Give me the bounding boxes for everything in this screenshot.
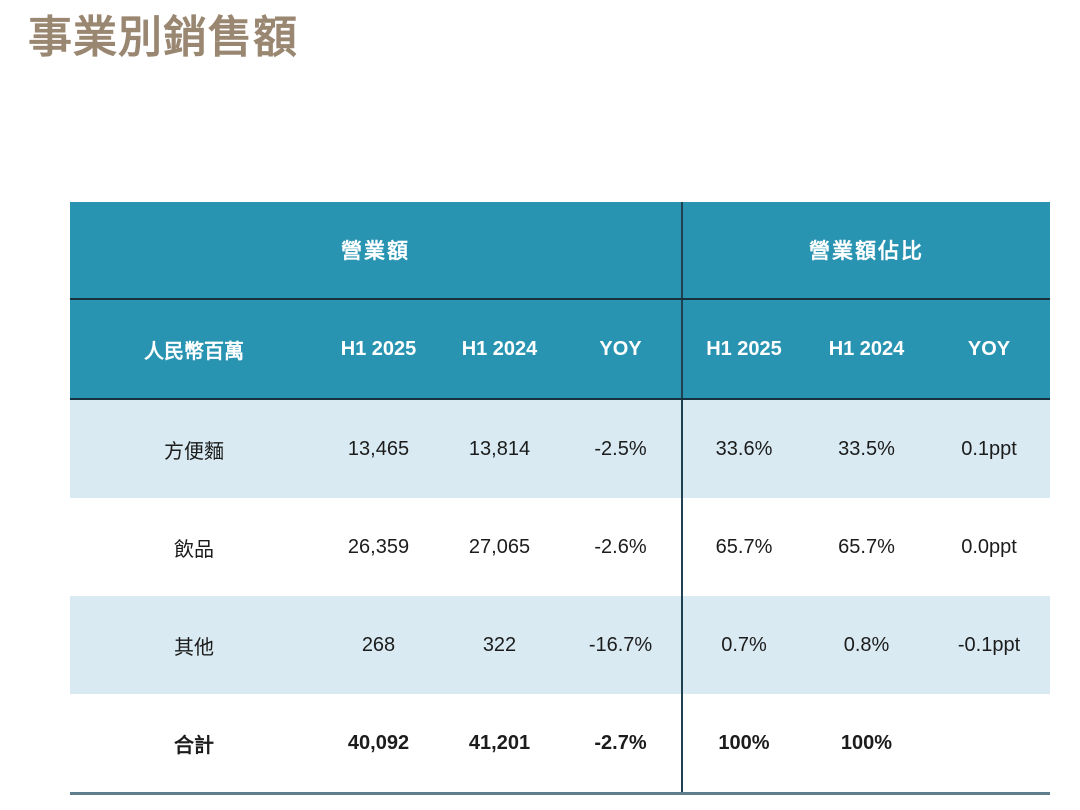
column-header-share-h1-2025: H1 2025 bbox=[681, 299, 805, 400]
table-cell: -16.7% bbox=[560, 596, 682, 694]
column-header-h1-2025: H1 2025 bbox=[318, 299, 439, 400]
column-header-yoy: YOY bbox=[560, 299, 682, 400]
table-cell: -0.1ppt bbox=[928, 596, 1051, 694]
table-cell: 100% bbox=[681, 694, 805, 795]
row-label: 其他 bbox=[70, 596, 318, 694]
table-cell: -2.7% bbox=[560, 694, 682, 795]
group-header-revenue-share: 營業額佔比 bbox=[680, 202, 1051, 300]
group-header-revenue: 營業額 bbox=[70, 202, 682, 300]
table-cell: -2.6% bbox=[560, 498, 682, 596]
sales-by-segment-table: 營業額 營業額佔比 人民幣百萬 H1 2025 H1 2024 YOY H1 2… bbox=[70, 202, 1051, 795]
table-cell: 13,814 bbox=[439, 399, 560, 498]
table-row-beverages: 飲品 26,359 27,065 -2.6% 65.7% 65.7% 0.0pp… bbox=[70, 498, 1051, 596]
group-header-row: 營業額 營業額佔比 bbox=[70, 202, 1051, 300]
table-cell: 41,201 bbox=[439, 694, 560, 795]
column-header-row: 人民幣百萬 H1 2025 H1 2024 YOY H1 2025 H1 202… bbox=[70, 299, 1051, 400]
table-cell: 27,065 bbox=[439, 498, 560, 596]
table-row-total: 合計 40,092 41,201 -2.7% 100% 100% bbox=[70, 694, 1051, 795]
table-cell: 0.0ppt bbox=[928, 498, 1051, 596]
column-header-unit: 人民幣百萬 bbox=[70, 299, 318, 400]
table-row-others: 其他 268 322 -16.7% 0.7% 0.8% -0.1ppt bbox=[70, 596, 1051, 694]
table-row-instant-noodles: 方便麵 13,465 13,814 -2.5% 33.6% 33.5% 0.1p… bbox=[70, 399, 1051, 498]
table-cell: 0.7% bbox=[681, 596, 805, 694]
table-cell: 13,465 bbox=[318, 399, 439, 498]
page-title: 事業別銷售額 bbox=[28, 13, 298, 62]
table-cell: 100% bbox=[805, 694, 928, 795]
table-cell: 322 bbox=[439, 596, 560, 694]
table-cell: -2.5% bbox=[560, 399, 682, 498]
table-cell: 268 bbox=[318, 596, 439, 694]
column-header-share-h1-2024: H1 2024 bbox=[805, 299, 928, 400]
table-cell: 33.6% bbox=[681, 399, 805, 498]
table-cell: 26,359 bbox=[318, 498, 439, 596]
table-cell: 65.7% bbox=[805, 498, 928, 596]
column-header-h1-2024: H1 2024 bbox=[439, 299, 560, 400]
table-cell: 0.8% bbox=[805, 596, 928, 694]
row-label: 飲品 bbox=[70, 498, 318, 596]
column-header-share-yoy: YOY bbox=[928, 299, 1051, 400]
row-label: 方便麵 bbox=[70, 399, 318, 498]
table-cell: 40,092 bbox=[318, 694, 439, 795]
table-cell bbox=[928, 694, 1051, 795]
table-cell: 0.1ppt bbox=[928, 399, 1051, 498]
row-label: 合計 bbox=[70, 694, 318, 795]
table-cell: 33.5% bbox=[805, 399, 928, 498]
table-cell: 65.7% bbox=[681, 498, 805, 596]
